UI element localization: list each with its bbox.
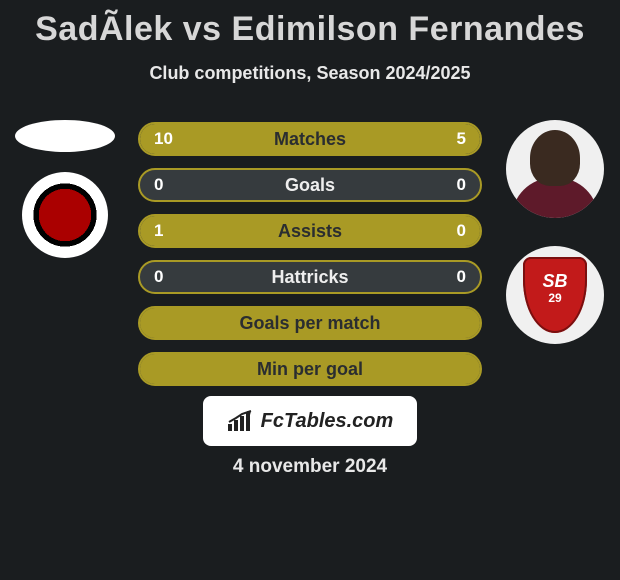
comparison-infographic: SadÃ­lek vs Edimilson Fernandes Club com…	[0, 0, 620, 580]
player-left-avatar-placeholder	[15, 120, 115, 152]
club-shield-icon: SB 29	[523, 257, 587, 333]
stat-value-left: 10	[154, 129, 173, 149]
stat-value-right: 0	[457, 175, 466, 195]
stat-row: 10 5 Matches	[138, 122, 482, 156]
stat-value-right: 0	[457, 221, 466, 241]
player-right-column: SB 29	[500, 120, 610, 344]
stat-value-left: 1	[154, 221, 163, 241]
stat-row: Goals per match	[138, 306, 482, 340]
club-shield-text: SB	[523, 271, 587, 292]
branding-text: FcTables.com	[261, 410, 394, 433]
stat-label: Goals	[285, 175, 335, 196]
club-logo-right: SB 29	[506, 246, 604, 344]
page-subtitle: Club competitions, Season 2024/2025	[0, 63, 620, 84]
stat-value-left: 0	[154, 175, 163, 195]
stat-value-right: 0	[457, 267, 466, 287]
stat-label: Hattricks	[271, 267, 348, 288]
stat-label: Min per goal	[257, 359, 363, 380]
stats-chart: 105Matches00Goals10Assists00HattricksGoa…	[138, 122, 482, 398]
stat-value-right: 5	[457, 129, 466, 149]
player-left-column	[10, 120, 120, 258]
date-label: 4 november 2024	[0, 456, 620, 478]
stat-row: 1 0 Assists	[138, 214, 482, 248]
avatar-face	[530, 130, 580, 186]
branding-badge: FcTables.com	[203, 396, 417, 446]
stat-row: Min per goal	[138, 352, 482, 386]
page-title: SadÃ­lek vs Edimilson Fernandes	[0, 0, 620, 49]
player-right-avatar	[506, 120, 604, 218]
stat-value-left: 0	[154, 267, 163, 287]
stat-label: Matches	[274, 129, 346, 150]
club-shield-sub: 29	[523, 291, 587, 305]
stat-row: 0 0 Goals	[138, 168, 482, 202]
club-logo-left	[22, 172, 108, 258]
chart-up-icon	[227, 410, 255, 432]
stat-label: Goals per match	[239, 313, 380, 334]
stat-row: 0 0 Hattricks	[138, 260, 482, 294]
stat-label: Assists	[278, 221, 342, 242]
